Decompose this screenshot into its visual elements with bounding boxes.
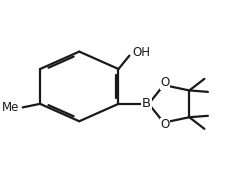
Text: OH: OH — [132, 46, 150, 59]
Text: Me: Me — [2, 101, 19, 114]
Text: O: O — [160, 118, 169, 131]
Text: B: B — [142, 97, 151, 110]
Text: O: O — [160, 76, 169, 89]
